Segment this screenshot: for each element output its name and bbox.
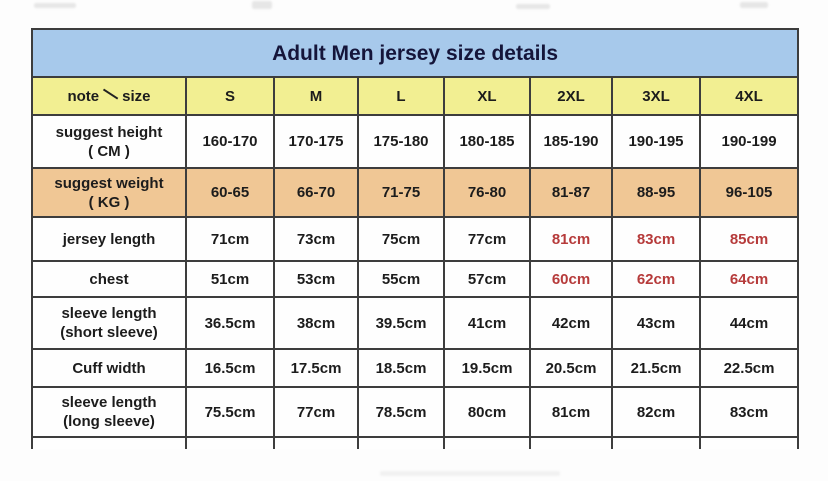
table-row: chest 51cm 53cm 55cm 57cm 60cm 62cm 64cm (31, 260, 800, 298)
table-row-cutoff (31, 436, 800, 449)
table-cell (31, 436, 187, 449)
table-cell: 19.5cm (443, 348, 531, 388)
table-cell: 39.5cm (357, 296, 445, 350)
table-cell: 185-190 (529, 114, 613, 169)
scan-artifact (34, 3, 76, 8)
table-cell (273, 436, 359, 449)
table-row: Adult Men jersey size details (30, 28, 800, 78)
size-column-header: 2XL (529, 76, 613, 116)
corner-label-size: size (122, 87, 151, 105)
table-cell: 190-199 (698, 114, 800, 169)
table-cell: 55cm (357, 260, 445, 298)
corner-label-note: note (67, 87, 100, 105)
row-label: chest (31, 260, 187, 298)
table-cell: 60-65 (185, 167, 275, 218)
size-chart-table: Adult Men jersey size details note size S… (30, 28, 800, 449)
table-cell: 16.5cm (185, 348, 275, 388)
table-cell (185, 436, 275, 449)
table-cell-highlighted: 64cm (698, 260, 800, 298)
table-title: Adult Men jersey size details (30, 28, 800, 78)
table-cell: 83cm (698, 386, 800, 438)
size-column-header: S (185, 76, 275, 116)
table-cell: 88-95 (611, 167, 701, 218)
table-cell: 81cm (529, 386, 613, 438)
table-row: jersey length 71cm 73cm 75cm 77cm 81cm 8… (31, 216, 800, 262)
table-cell: 57cm (443, 260, 531, 298)
row-label: suggest weight( KG ) (31, 167, 187, 218)
size-column-header: 4XL (698, 76, 800, 116)
table-cell (698, 436, 800, 449)
table-row: suggest height( CM ) 160-170 170-175 175… (31, 114, 800, 169)
table-cell: 96-105 (698, 167, 800, 218)
table-cell: 22.5cm (698, 348, 800, 388)
row-label: sleeve length (long sleeve) (31, 386, 187, 438)
table-cell: 180-185 (443, 114, 531, 169)
table-cell: 175-180 (357, 114, 445, 169)
table-row: sleeve length (short sleeve) 36.5cm 38cm … (31, 296, 800, 350)
table-cell: 18.5cm (357, 348, 445, 388)
table-cell: 81-87 (529, 167, 613, 218)
table-cell: 160-170 (185, 114, 275, 169)
table-cell: 71cm (185, 216, 275, 262)
table-cell-highlighted: 62cm (611, 260, 701, 298)
table-cell: 38cm (273, 296, 359, 350)
table-cell: 44cm (698, 296, 800, 350)
table-cell: 75.5cm (185, 386, 275, 438)
diagonal-divider-icon (102, 88, 119, 101)
table-cell-highlighted: 60cm (529, 260, 613, 298)
scan-artifact (740, 2, 768, 8)
table-cell (611, 436, 701, 449)
table-cell: 21.5cm (611, 348, 701, 388)
scan-artifact (380, 471, 560, 476)
table-cell-highlighted: 85cm (698, 216, 800, 262)
scan-artifact (516, 4, 550, 9)
size-column-header: 3XL (611, 76, 701, 116)
row-label: suggest height( CM ) (31, 114, 187, 169)
table-cell: 77cm (273, 386, 359, 438)
size-column-header: M (273, 76, 359, 116)
table-cell-highlighted: 81cm (529, 216, 613, 262)
table-row: Cuff width 16.5cm 17.5cm 18.5cm 19.5cm 2… (31, 348, 800, 388)
table-cell: 36.5cm (185, 296, 275, 350)
table-cell: 190-195 (611, 114, 701, 169)
table-cell: 51cm (185, 260, 275, 298)
table-cell: 170-175 (273, 114, 359, 169)
table-cell: 76-80 (443, 167, 531, 218)
table-cell: 71-75 (357, 167, 445, 218)
table-cell: 80cm (443, 386, 531, 438)
table-cell: 41cm (443, 296, 531, 350)
row-label: jersey length (31, 216, 187, 262)
table-header-row: note size S M L XL 2XL 3XL 4XL (31, 76, 800, 116)
table-row: sleeve length (long sleeve) 75.5cm 77cm 7… (31, 386, 800, 438)
table-cell (357, 436, 445, 449)
table-cell: 77cm (443, 216, 531, 262)
table-cell: 75cm (357, 216, 445, 262)
table-cell: 43cm (611, 296, 701, 350)
scan-artifact (252, 1, 272, 9)
table-cell (443, 436, 531, 449)
row-label: Cuff width (31, 348, 187, 388)
table-cell: 42cm (529, 296, 613, 350)
corner-header-cell: note size (31, 76, 187, 116)
size-column-header: XL (443, 76, 531, 116)
table-cell: 17.5cm (273, 348, 359, 388)
table-cell: 82cm (611, 386, 701, 438)
table-cell: 73cm (273, 216, 359, 262)
table-cell: 53cm (273, 260, 359, 298)
table-cell: 66-70 (273, 167, 359, 218)
table-cell-highlighted: 83cm (611, 216, 701, 262)
table-cell (529, 436, 613, 449)
table-cell: 20.5cm (529, 348, 613, 388)
table-row: suggest weight( KG ) 60-65 66-70 71-75 7… (31, 167, 800, 218)
table-cell: 78.5cm (357, 386, 445, 438)
size-column-header: L (357, 76, 445, 116)
row-label: sleeve length (short sleeve) (31, 296, 187, 350)
